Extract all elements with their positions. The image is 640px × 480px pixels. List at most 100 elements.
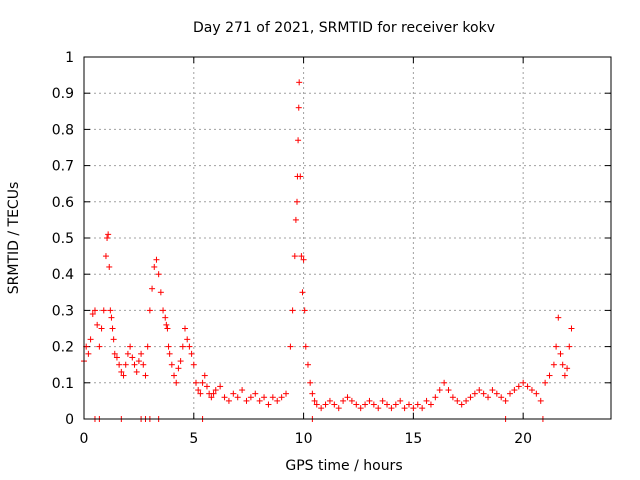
grid-lines [84, 57, 611, 419]
data-point-marker [555, 314, 562, 321]
data-point-marker [87, 336, 94, 343]
data-point-marker [177, 358, 184, 365]
data-point-marker [335, 405, 342, 412]
y-tick-label: 0.3 [52, 303, 74, 319]
data-point-marker [173, 379, 180, 386]
data-point-marker [98, 325, 105, 332]
data-point-marker [515, 383, 522, 390]
data-point-marker [96, 343, 103, 350]
data-point-marker [384, 401, 391, 408]
data-point-marker [149, 285, 156, 292]
data-point-marker [113, 354, 120, 361]
data-point-marker [109, 325, 116, 332]
data-point-marker [292, 216, 299, 223]
x-tick-label: 20 [514, 431, 532, 447]
data-point-marker [331, 401, 338, 408]
data-point-marker [124, 350, 131, 357]
data-point-marker [230, 390, 237, 397]
data-point-marker [252, 390, 259, 397]
data-point-marker [186, 343, 193, 350]
data-point-marker [127, 343, 134, 350]
data-point-marker [85, 350, 92, 357]
data-point-marker [326, 397, 333, 404]
data-point-marker [212, 387, 219, 394]
data-points [81, 79, 575, 422]
data-point-marker [564, 365, 571, 372]
data-point-marker [247, 394, 254, 401]
data-point-marker [458, 401, 465, 408]
data-point-marker [506, 390, 513, 397]
data-point-marker [427, 401, 434, 408]
y-tick-label: 1 [65, 50, 74, 66]
x-tick-label: 0 [80, 431, 89, 447]
y-tick-label: 0.9 [52, 86, 74, 102]
data-point-marker [299, 289, 306, 296]
data-point-marker [210, 390, 217, 397]
data-point-marker [357, 405, 364, 412]
y-tick-label: 0.7 [52, 159, 74, 175]
data-point-marker [201, 372, 208, 379]
data-point-marker [559, 361, 566, 368]
y-tick-label: 0.1 [52, 376, 74, 392]
data-point-marker [168, 361, 175, 368]
data-point-marker [340, 397, 347, 404]
data-point-marker [414, 401, 421, 408]
data-point-marker [291, 253, 298, 260]
data-point-marker [467, 394, 474, 401]
data-point-marker [419, 405, 426, 412]
data-point-marker [379, 397, 386, 404]
data-point-marker [493, 390, 500, 397]
data-point-marker [524, 383, 531, 390]
data-point-marker [318, 405, 325, 412]
data-point-marker [190, 361, 197, 368]
data-point-marker [110, 336, 117, 343]
data-point-marker [94, 321, 101, 328]
data-point-marker [557, 350, 564, 357]
data-point-marker [104, 235, 111, 241]
data-point-marker [129, 354, 136, 361]
data-point-marker [485, 394, 492, 401]
data-point-marker [118, 368, 125, 375]
data-point-marker [199, 379, 206, 386]
data-point-marker [91, 307, 98, 314]
data-point-marker [195, 387, 202, 394]
data-point-marker [105, 231, 112, 238]
x-tick-label: 5 [189, 431, 198, 447]
data-point-marker [489, 387, 496, 394]
data-point-marker [553, 343, 560, 350]
data-point-marker [120, 372, 127, 379]
data-point-marker [498, 394, 505, 401]
data-point-marker [370, 401, 377, 408]
data-point-marker [511, 387, 518, 394]
data-point-marker [261, 394, 268, 401]
data-point-marker [278, 394, 285, 401]
data-point-marker [546, 372, 553, 379]
data-point-marker [133, 368, 140, 375]
data-point-marker [436, 387, 443, 394]
x-tick-label: 15 [404, 431, 422, 447]
data-point-marker [449, 394, 456, 401]
data-point-marker [188, 350, 195, 357]
y-tick-label: 0.5 [52, 231, 74, 247]
data-point-marker [287, 343, 294, 350]
data-point-marker [165, 343, 172, 350]
data-point-marker [471, 390, 478, 397]
data-point-marker [353, 401, 360, 408]
data-point-marker [106, 263, 113, 270]
data-point-marker [175, 365, 182, 372]
data-point-marker [362, 401, 369, 408]
data-point-marker [192, 379, 199, 386]
data-point-marker [89, 311, 96, 318]
data-point-marker [239, 387, 246, 394]
data-point-marker [225, 397, 232, 404]
data-point-marker [301, 307, 308, 314]
data-point-marker [157, 289, 164, 296]
data-point-marker [108, 314, 115, 321]
data-point-marker [146, 307, 153, 314]
data-point-marker [432, 394, 439, 401]
data-point-marker [441, 379, 448, 386]
data-point-marker [397, 397, 404, 404]
data-point-marker [401, 405, 408, 412]
data-point-marker [307, 379, 314, 386]
